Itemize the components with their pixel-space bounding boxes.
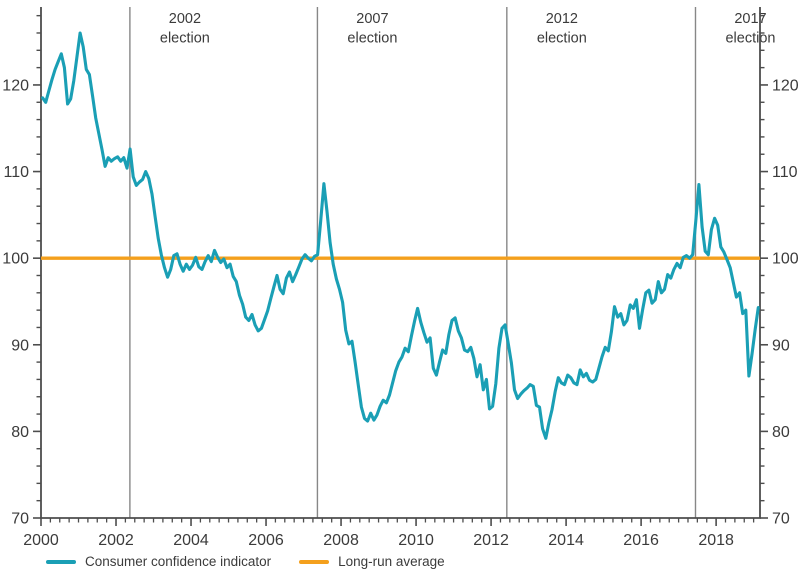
election-label-year-2002: 2002 (169, 11, 201, 27)
chart-legend: Consumer confidence indicator Long-run a… (46, 554, 445, 569)
y-tick-label-left-100: 100 (2, 251, 29, 268)
y-tick-label-right-80: 80 (772, 424, 790, 441)
election-label-word-2007: election (347, 31, 397, 47)
x-tick-label-2008: 2008 (323, 532, 359, 549)
election-marker-2002: 2002 election (129, 7, 210, 518)
election-label-word-2002: election (160, 31, 210, 47)
election-label-year-2017: 2017 (734, 11, 766, 27)
x-tick-label-2016: 2016 (623, 532, 659, 549)
legend-label-long-run-average: Long-run average (338, 554, 445, 569)
y-axes: 70 70 80 80 90 90 100 100 110 110 120 120 (2, 14, 799, 528)
x-tick-label-2010: 2010 (398, 532, 434, 549)
legend-label-consumer-confidence: Consumer confidence indicator (85, 554, 272, 569)
election-label-year-2007: 2007 (356, 11, 388, 27)
y-tick-label-right-70: 70 (772, 511, 790, 528)
x-tick-label-2000: 2000 (23, 532, 59, 549)
x-tick-label-2006: 2006 (248, 532, 284, 549)
consumer-confidence-line (41, 31, 760, 440)
axis-spines (40, 7, 761, 519)
x-tick-label-2004: 2004 (173, 532, 209, 549)
y-tick-label-right-100: 100 (772, 251, 799, 268)
election-marker-2012: 2012 election (506, 7, 587, 518)
election-label-year-2012: 2012 (546, 11, 578, 27)
y-tick-label-right-110: 110 (772, 164, 798, 181)
x-tick-label-2014: 2014 (548, 532, 584, 549)
y-tick-label-left-110: 110 (3, 164, 29, 181)
election-label-word-2017: election (725, 31, 775, 47)
x-axis: 2000 2002 2004 2006 2008 2010 2012 2014 2016 2018 (23, 518, 755, 549)
legend-item-consumer-confidence: Consumer confidence indicator (46, 554, 271, 569)
election-marker-2017: 2017 election (694, 7, 775, 518)
y-tick-label-right-120: 120 (772, 77, 799, 94)
x-tick-label-2018: 2018 (698, 532, 734, 549)
y-tick-label-left-80: 80 (11, 424, 29, 441)
legend-item-long-run-average: Long-run average (299, 554, 445, 569)
y-tick-label-right-90: 90 (772, 337, 790, 354)
y-tick-label-left-70: 70 (11, 511, 29, 528)
average-line-swatch-icon (299, 559, 330, 564)
x-tick-label-2002: 2002 (98, 532, 134, 549)
x-tick-label-2012: 2012 (473, 532, 509, 549)
y-tick-label-left-120: 120 (2, 77, 29, 94)
confidence-line-swatch-icon (46, 559, 76, 564)
election-label-word-2012: election (537, 31, 587, 47)
election-marker-2007: 2007 election (316, 7, 397, 518)
y-tick-label-left-90: 90 (11, 337, 29, 354)
